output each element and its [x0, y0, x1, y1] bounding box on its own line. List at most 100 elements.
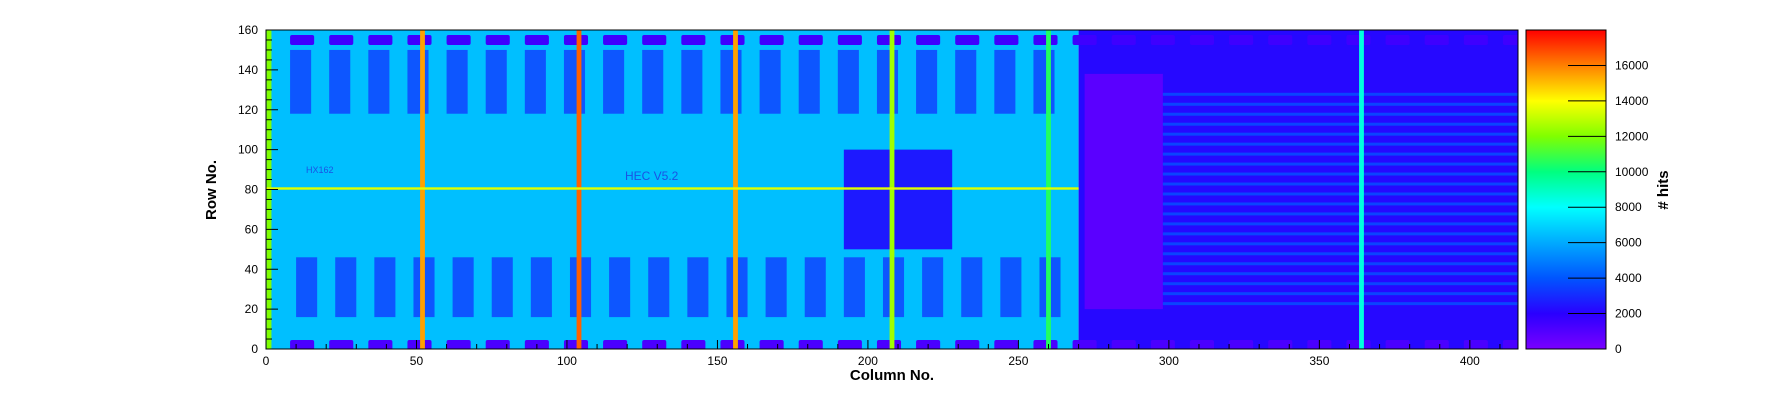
- pad-marker: [1346, 34, 1371, 45]
- pad-marker: [720, 34, 745, 45]
- matrix-stripe: [1162, 272, 1518, 276]
- x-tick-label: 0: [263, 354, 270, 368]
- circuit-block: [446, 49, 468, 114]
- pad-marker: [798, 34, 823, 45]
- colorbar-axis: 0 2000 4000 6000 8000 10000 12000 14000 16000: [1568, 58, 1649, 356]
- pad-marker: [290, 34, 315, 45]
- digital-block: [843, 149, 953, 250]
- pad-marker: [642, 34, 667, 45]
- x-axis-label: Column No.: [850, 367, 934, 384]
- pad-marker: [329, 340, 354, 349]
- circuit-block: [603, 49, 625, 114]
- pad-marker: [407, 340, 432, 349]
- matrix-stripe: [1162, 232, 1518, 236]
- matrix-stripe: [1162, 282, 1518, 286]
- pad-marker: [1424, 340, 1449, 349]
- matrix-stripe: [1162, 172, 1518, 176]
- circuit-block: [1000, 257, 1022, 318]
- pad-marker: [1229, 34, 1254, 45]
- matrix-stripe: [1162, 112, 1518, 116]
- circuit-block: [296, 257, 318, 318]
- pad-marker: [798, 340, 823, 349]
- pad-marker: [642, 340, 667, 349]
- x-tick-label: 300: [1159, 354, 1179, 368]
- circuit-block: [648, 257, 670, 318]
- x-axis: 0 50 100 150 200 250 300 350 400: [263, 340, 1501, 368]
- matrix-stripe: [1162, 212, 1518, 216]
- matrix-stripe: [1162, 242, 1518, 246]
- pad-marker: [563, 34, 589, 45]
- pad-marker: [1502, 34, 1518, 45]
- pad-marker: [876, 340, 902, 349]
- pad-marker: [329, 34, 354, 45]
- pad-marker: [1307, 34, 1332, 45]
- x-tick-label: 50: [410, 354, 424, 368]
- pad-marker: [1033, 340, 1058, 349]
- pad-marker: [1189, 34, 1215, 45]
- circuit-block: [765, 257, 787, 318]
- circuit-block: [642, 49, 664, 114]
- z-tick-label: 14000: [1615, 94, 1649, 108]
- pad-marker: [837, 340, 862, 349]
- pad-marker: [1346, 340, 1371, 349]
- x-tick-label: 350: [1309, 354, 1329, 368]
- pad-marker: [1111, 34, 1136, 45]
- z-tick-label: 6000: [1615, 236, 1642, 250]
- matrix-stripe: [1162, 92, 1518, 96]
- y-tick-label: 140: [238, 63, 258, 77]
- circuit-block: [329, 49, 351, 114]
- pad-marker: [446, 340, 471, 349]
- circuit-block: [335, 257, 357, 318]
- circuit-block: [407, 49, 429, 114]
- pad-marker: [955, 34, 980, 45]
- pad-marker: [524, 34, 549, 45]
- matrix-stripe: [1162, 122, 1518, 126]
- pad-marker: [1385, 340, 1410, 349]
- y-tick-label: 0: [251, 342, 258, 356]
- matrix-stripe: [1162, 302, 1518, 306]
- y-tick-label: 100: [238, 143, 258, 157]
- circuit-block: [798, 49, 820, 114]
- matrix-stripe: [1162, 142, 1518, 146]
- hot-column: [1359, 30, 1364, 349]
- circuit-block: [491, 257, 513, 318]
- circuit-block: [955, 49, 977, 114]
- matrix-stripe: [1162, 152, 1518, 156]
- pad-marker: [994, 340, 1019, 349]
- pad-marker: [1150, 34, 1175, 45]
- matrix-stripe: [1162, 182, 1518, 186]
- circuit-block: [994, 49, 1016, 114]
- matrix-stripe: [1162, 222, 1518, 226]
- matrix-stripe: [1162, 102, 1518, 106]
- circuit-block: [843, 257, 865, 318]
- pad-marker: [563, 340, 589, 349]
- circuit-block: [687, 257, 709, 318]
- y-axis-label: Row No.: [203, 160, 220, 220]
- pad-marker: [603, 34, 628, 45]
- heatmap-area: [266, 30, 1518, 349]
- circuit-block: [524, 49, 546, 114]
- circuit-block: [720, 49, 742, 114]
- pad-marker: [446, 34, 471, 45]
- z-tick-label: 2000: [1615, 307, 1642, 321]
- pad-marker: [994, 34, 1019, 45]
- circuit-block: [961, 257, 983, 318]
- matrix-stripe: [1162, 262, 1518, 266]
- circuit-block: [530, 257, 552, 318]
- matrix-stripe: [1162, 192, 1518, 196]
- pad-marker: [1424, 34, 1449, 45]
- pad-marker: [1072, 34, 1097, 45]
- pad-marker: [876, 34, 902, 45]
- y-tick-label: 80: [245, 183, 259, 197]
- matrix-stripe: [1162, 292, 1518, 296]
- circuit-block: [916, 49, 938, 114]
- z-tick-label: 10000: [1615, 165, 1649, 179]
- pad-marker: [955, 340, 980, 349]
- circuit-block: [1033, 49, 1055, 114]
- pad-marker: [1189, 340, 1215, 349]
- circuit-block: [609, 257, 631, 318]
- pad-marker: [1111, 340, 1136, 349]
- matrix-stripe: [1162, 162, 1518, 166]
